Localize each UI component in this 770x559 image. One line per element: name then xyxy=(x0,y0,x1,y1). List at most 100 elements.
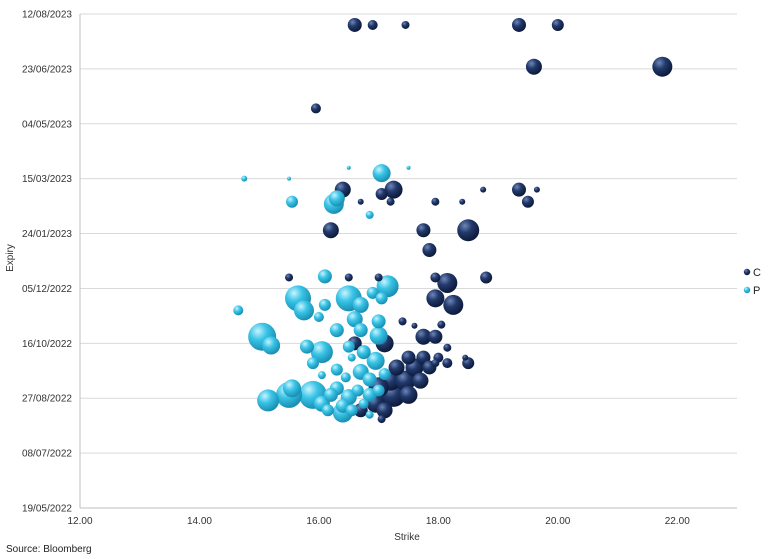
data-point-p xyxy=(365,210,374,219)
x-tick-label: 20.00 xyxy=(545,516,570,527)
data-point-p xyxy=(352,296,369,313)
data-point-c xyxy=(357,198,364,205)
y-tick-label: 15/03/2023 xyxy=(22,174,72,185)
legend-label-p: P xyxy=(753,285,760,297)
data-point-c xyxy=(401,350,416,365)
data-point-c xyxy=(367,19,378,30)
data-point-c xyxy=(443,294,464,315)
data-point-p xyxy=(346,165,351,170)
data-point-p xyxy=(287,176,292,181)
data-point-c xyxy=(375,188,388,201)
data-point-c xyxy=(415,328,432,345)
data-point-c xyxy=(395,370,416,391)
gridlines xyxy=(80,13,737,454)
data-point-p xyxy=(353,323,368,338)
data-point-p xyxy=(299,339,314,354)
y-tick-label: 04/05/2023 xyxy=(22,119,72,130)
x-axis-title: Strike xyxy=(394,532,420,543)
data-point-p xyxy=(342,340,355,353)
data-point-c xyxy=(416,223,431,238)
legend: C P xyxy=(743,267,761,297)
data-point-c xyxy=(401,20,410,29)
data-point-p xyxy=(262,336,281,355)
data-point-p xyxy=(330,363,343,376)
legend-marker-p xyxy=(743,286,751,294)
data-point-c xyxy=(399,385,418,404)
x-tick-label: 18.00 xyxy=(426,516,451,527)
data-point-c xyxy=(428,329,443,344)
data-point-c xyxy=(374,273,383,282)
data-point-c xyxy=(426,289,445,308)
legend-label-c: C xyxy=(753,267,761,279)
data-point-p xyxy=(310,341,333,364)
data-point-c xyxy=(462,354,469,361)
x-tick-label: 14.00 xyxy=(187,516,212,527)
data-points xyxy=(233,17,673,424)
data-point-c xyxy=(388,359,405,376)
data-point-p xyxy=(356,345,371,360)
y-tick-label: 05/12/2022 xyxy=(22,284,72,295)
data-point-p xyxy=(346,311,363,328)
data-point-p xyxy=(233,305,244,316)
data-point-p xyxy=(378,368,391,381)
data-point-p xyxy=(347,353,356,362)
data-point-p xyxy=(376,275,399,298)
data-point-c xyxy=(347,17,362,32)
data-point-c xyxy=(437,320,446,329)
data-point-p xyxy=(375,292,388,305)
data-point-p xyxy=(369,326,388,345)
data-point-c xyxy=(398,317,407,326)
data-point-c xyxy=(480,186,487,193)
data-point-c xyxy=(430,272,441,283)
data-point-p xyxy=(257,389,280,412)
data-point-p xyxy=(371,314,386,329)
data-point-c xyxy=(431,197,440,206)
data-point-c xyxy=(422,243,437,258)
data-point-c xyxy=(285,273,294,282)
y-tick-label: 24/01/2023 xyxy=(22,229,72,240)
data-point-p xyxy=(345,404,358,417)
data-point-p xyxy=(365,410,374,419)
data-point-p xyxy=(286,195,299,208)
data-point-c xyxy=(521,195,534,208)
data-point-p xyxy=(372,384,385,397)
data-point-c xyxy=(384,180,403,199)
data-point-p xyxy=(366,286,379,299)
data-point-c xyxy=(551,18,564,31)
y-tick-label: 08/07/2022 xyxy=(22,449,72,460)
y-tick-label: 19/05/2022 xyxy=(22,504,72,515)
data-point-c xyxy=(437,272,458,293)
data-point-p xyxy=(323,387,338,402)
axes xyxy=(79,14,737,509)
data-point-p xyxy=(362,372,377,387)
data-point-p xyxy=(317,269,332,284)
data-point-p xyxy=(306,357,319,370)
data-point-c xyxy=(652,56,673,77)
data-point-p xyxy=(358,398,369,409)
data-point-c xyxy=(533,186,540,193)
data-point-p xyxy=(329,323,344,338)
data-point-p xyxy=(318,298,331,311)
data-point-p xyxy=(372,164,391,183)
data-point-p xyxy=(328,190,345,207)
x-tick-label: 16.00 xyxy=(306,516,331,527)
data-point-p xyxy=(241,175,248,182)
data-point-p xyxy=(293,300,314,321)
legend-marker-c xyxy=(743,268,751,276)
y-tick-label: 23/06/2023 xyxy=(22,64,72,75)
data-point-c xyxy=(376,402,393,419)
data-point-c xyxy=(511,17,526,32)
y-tick-label: 16/10/2022 xyxy=(22,339,72,350)
y-tick-label: 27/08/2022 xyxy=(22,394,72,405)
data-point-c xyxy=(310,103,321,114)
data-point-c xyxy=(480,271,493,284)
data-point-c xyxy=(459,198,466,205)
tick-labels: 19/05/2022 08/07/2022 27/08/2022 16/10/2022… xyxy=(22,10,690,528)
data-point-p xyxy=(317,371,326,380)
data-point-c xyxy=(386,197,395,206)
data-point-c xyxy=(457,219,480,242)
data-point-c xyxy=(322,222,339,239)
data-point-c xyxy=(411,322,418,329)
data-point-p xyxy=(366,351,385,370)
